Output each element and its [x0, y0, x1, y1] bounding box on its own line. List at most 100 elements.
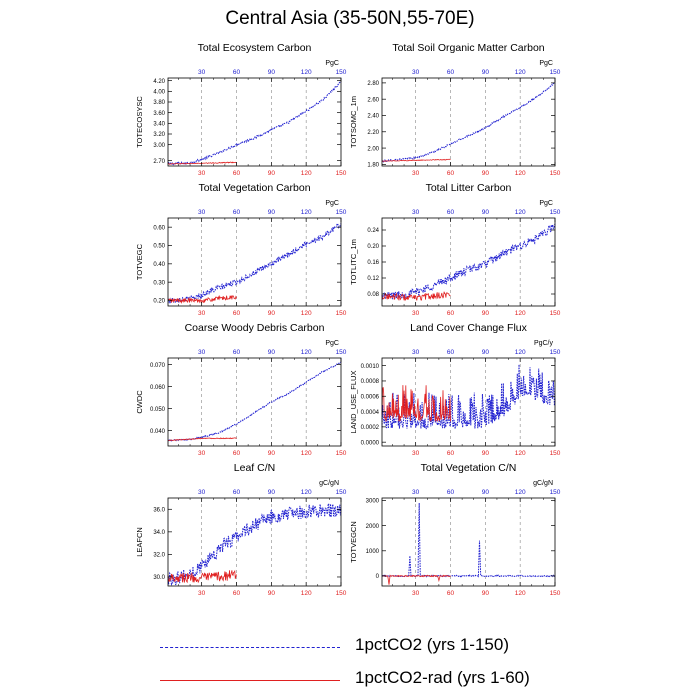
x-tick-label-top: 120	[301, 69, 312, 76]
series-line-1pctco2	[167, 361, 342, 442]
x-tick-label-bottom: 60	[233, 310, 241, 317]
y-tick-label: 0.12	[367, 276, 379, 282]
x-tick-label-top: 60	[233, 69, 241, 76]
series-line-1pctco2-rad	[381, 291, 451, 302]
x-tick-label-bottom: 120	[301, 590, 312, 597]
x-tick-label-top: 60	[233, 489, 241, 496]
x-tick-label-top: 30	[198, 209, 206, 216]
x-tick-label-top: 90	[268, 489, 276, 496]
x-tick-label-bottom: 120	[515, 170, 526, 177]
x-tick-label-top: 150	[336, 489, 347, 496]
series-line-1pctco2-rad	[381, 574, 451, 585]
x-tick-label-bottom: 60	[233, 590, 241, 597]
y-tick-label: 2.40	[367, 114, 379, 120]
y-tick-label: 0.060	[150, 385, 166, 391]
series-line-1pctco2	[381, 502, 556, 578]
x-tick-label-bottom: 60	[447, 310, 455, 317]
x-tick-label-bottom: 150	[550, 310, 561, 317]
units-label: PgC	[325, 200, 339, 207]
plot-frame	[381, 497, 556, 587]
x-tick-label-bottom: 120	[301, 450, 312, 457]
y-tick-label: 0.0008	[361, 379, 380, 385]
x-tick-label-top: 30	[198, 349, 206, 356]
y-tick-label: 4.00	[153, 90, 165, 96]
chart-panel: Total Ecosystem Carbon PgC TOTECOSYSC 30 30 6…	[135, 42, 347, 177]
x-tick-label-top: 120	[301, 209, 312, 216]
x-tick-label-bottom: 30	[198, 310, 206, 317]
x-tick-label-top: 60	[233, 349, 241, 356]
y-tick-label: 0.60	[153, 225, 165, 231]
x-tick-label-bottom: 60	[233, 450, 241, 457]
series-line-1pctco2-rad	[381, 158, 451, 162]
y-tick-label: 3.80	[153, 100, 165, 106]
x-tick-label-top: 30	[412, 349, 420, 356]
y-axis-label: TOTVEGCN	[349, 521, 358, 563]
x-tick-label-bottom: 90	[482, 590, 490, 597]
y-axis-label: LEAFCN	[135, 527, 144, 557]
x-tick-label-top: 60	[447, 69, 455, 76]
y-axis-label: TOTVEGC	[135, 243, 144, 280]
plot-frame	[167, 357, 342, 447]
plot-frame	[167, 497, 342, 587]
x-tick-label-bottom: 120	[515, 310, 526, 317]
x-tick-label-bottom: 30	[198, 170, 206, 177]
x-tick-label-bottom: 150	[550, 590, 561, 597]
plot-frame	[381, 77, 556, 167]
y-tick-label: 0.0006	[361, 394, 380, 400]
y-tick-label: 0.0004	[361, 410, 380, 416]
y-tick-label: 2.00	[367, 146, 379, 152]
y-tick-label: 2.80	[367, 81, 379, 87]
series-line-1pctco2	[167, 80, 342, 166]
y-tick-label: 3.60	[153, 111, 165, 117]
x-tick-label-top: 90	[268, 69, 276, 76]
y-tick-label: 0.20	[153, 299, 165, 305]
x-tick-label-top: 120	[515, 489, 526, 496]
series-line-1pctco2-rad	[167, 569, 237, 584]
x-tick-label-top: 60	[447, 209, 455, 216]
x-tick-label-bottom: 30	[412, 450, 420, 457]
x-tick-label-top: 120	[515, 69, 526, 76]
y-tick-label: 30.0	[153, 575, 165, 581]
series-line-1pctco2	[381, 223, 556, 300]
series-line-1pctco2-rad	[167, 294, 237, 304]
x-tick-label-top: 150	[550, 489, 561, 496]
x-tick-label-top: 90	[268, 349, 276, 356]
x-tick-label-top: 30	[412, 489, 420, 496]
page-title: Central Asia (35-50N,55-70E)	[225, 8, 475, 29]
x-tick-label-bottom: 150	[550, 170, 561, 177]
series-line-1pctco2	[381, 82, 556, 163]
x-tick-label-bottom: 60	[233, 170, 241, 177]
y-tick-label: 4.20	[153, 79, 165, 85]
x-tick-label-bottom: 90	[482, 310, 490, 317]
plot-frame	[381, 217, 556, 307]
y-tick-label: 0.0000	[361, 440, 380, 446]
y-tick-label: 3000	[366, 499, 380, 505]
legend-item-1pctco2: 1pctCO2 (yrs 1-150)	[160, 635, 660, 661]
x-tick-label-top: 90	[482, 209, 490, 216]
panel-title: Leaf C/N	[234, 462, 275, 474]
y-tick-label: 0.20	[367, 244, 379, 250]
x-tick-label-bottom: 60	[447, 590, 455, 597]
chart-panel: Land Cover Change Flux PgC/y LAND_USE_FLUX…	[349, 322, 561, 457]
y-tick-label: 0.050	[150, 407, 166, 413]
x-tick-label-top: 60	[447, 349, 455, 356]
x-tick-label-top: 90	[482, 69, 490, 76]
x-tick-label-bottom: 90	[268, 450, 276, 457]
x-tick-label-top: 30	[198, 489, 206, 496]
x-tick-label-top: 90	[482, 489, 490, 496]
units-label: PgC/y	[534, 340, 554, 347]
y-tick-label: 3.00	[153, 143, 165, 149]
y-tick-label: 2.20	[367, 130, 379, 136]
y-tick-label: 2.70	[153, 159, 165, 165]
y-axis-label: TOTECOSYSC	[135, 96, 144, 148]
series-line-1pctco2	[167, 222, 342, 304]
y-tick-label: 0.50	[153, 244, 165, 250]
x-tick-label-bottom: 120	[301, 310, 312, 317]
y-tick-label: 0.40	[153, 262, 165, 268]
x-tick-label-top: 150	[336, 209, 347, 216]
x-tick-label-bottom: 150	[336, 170, 347, 177]
y-tick-label: 36.0	[153, 507, 165, 513]
y-tick-label: 0.08	[367, 292, 379, 298]
x-tick-label-bottom: 150	[336, 310, 347, 317]
